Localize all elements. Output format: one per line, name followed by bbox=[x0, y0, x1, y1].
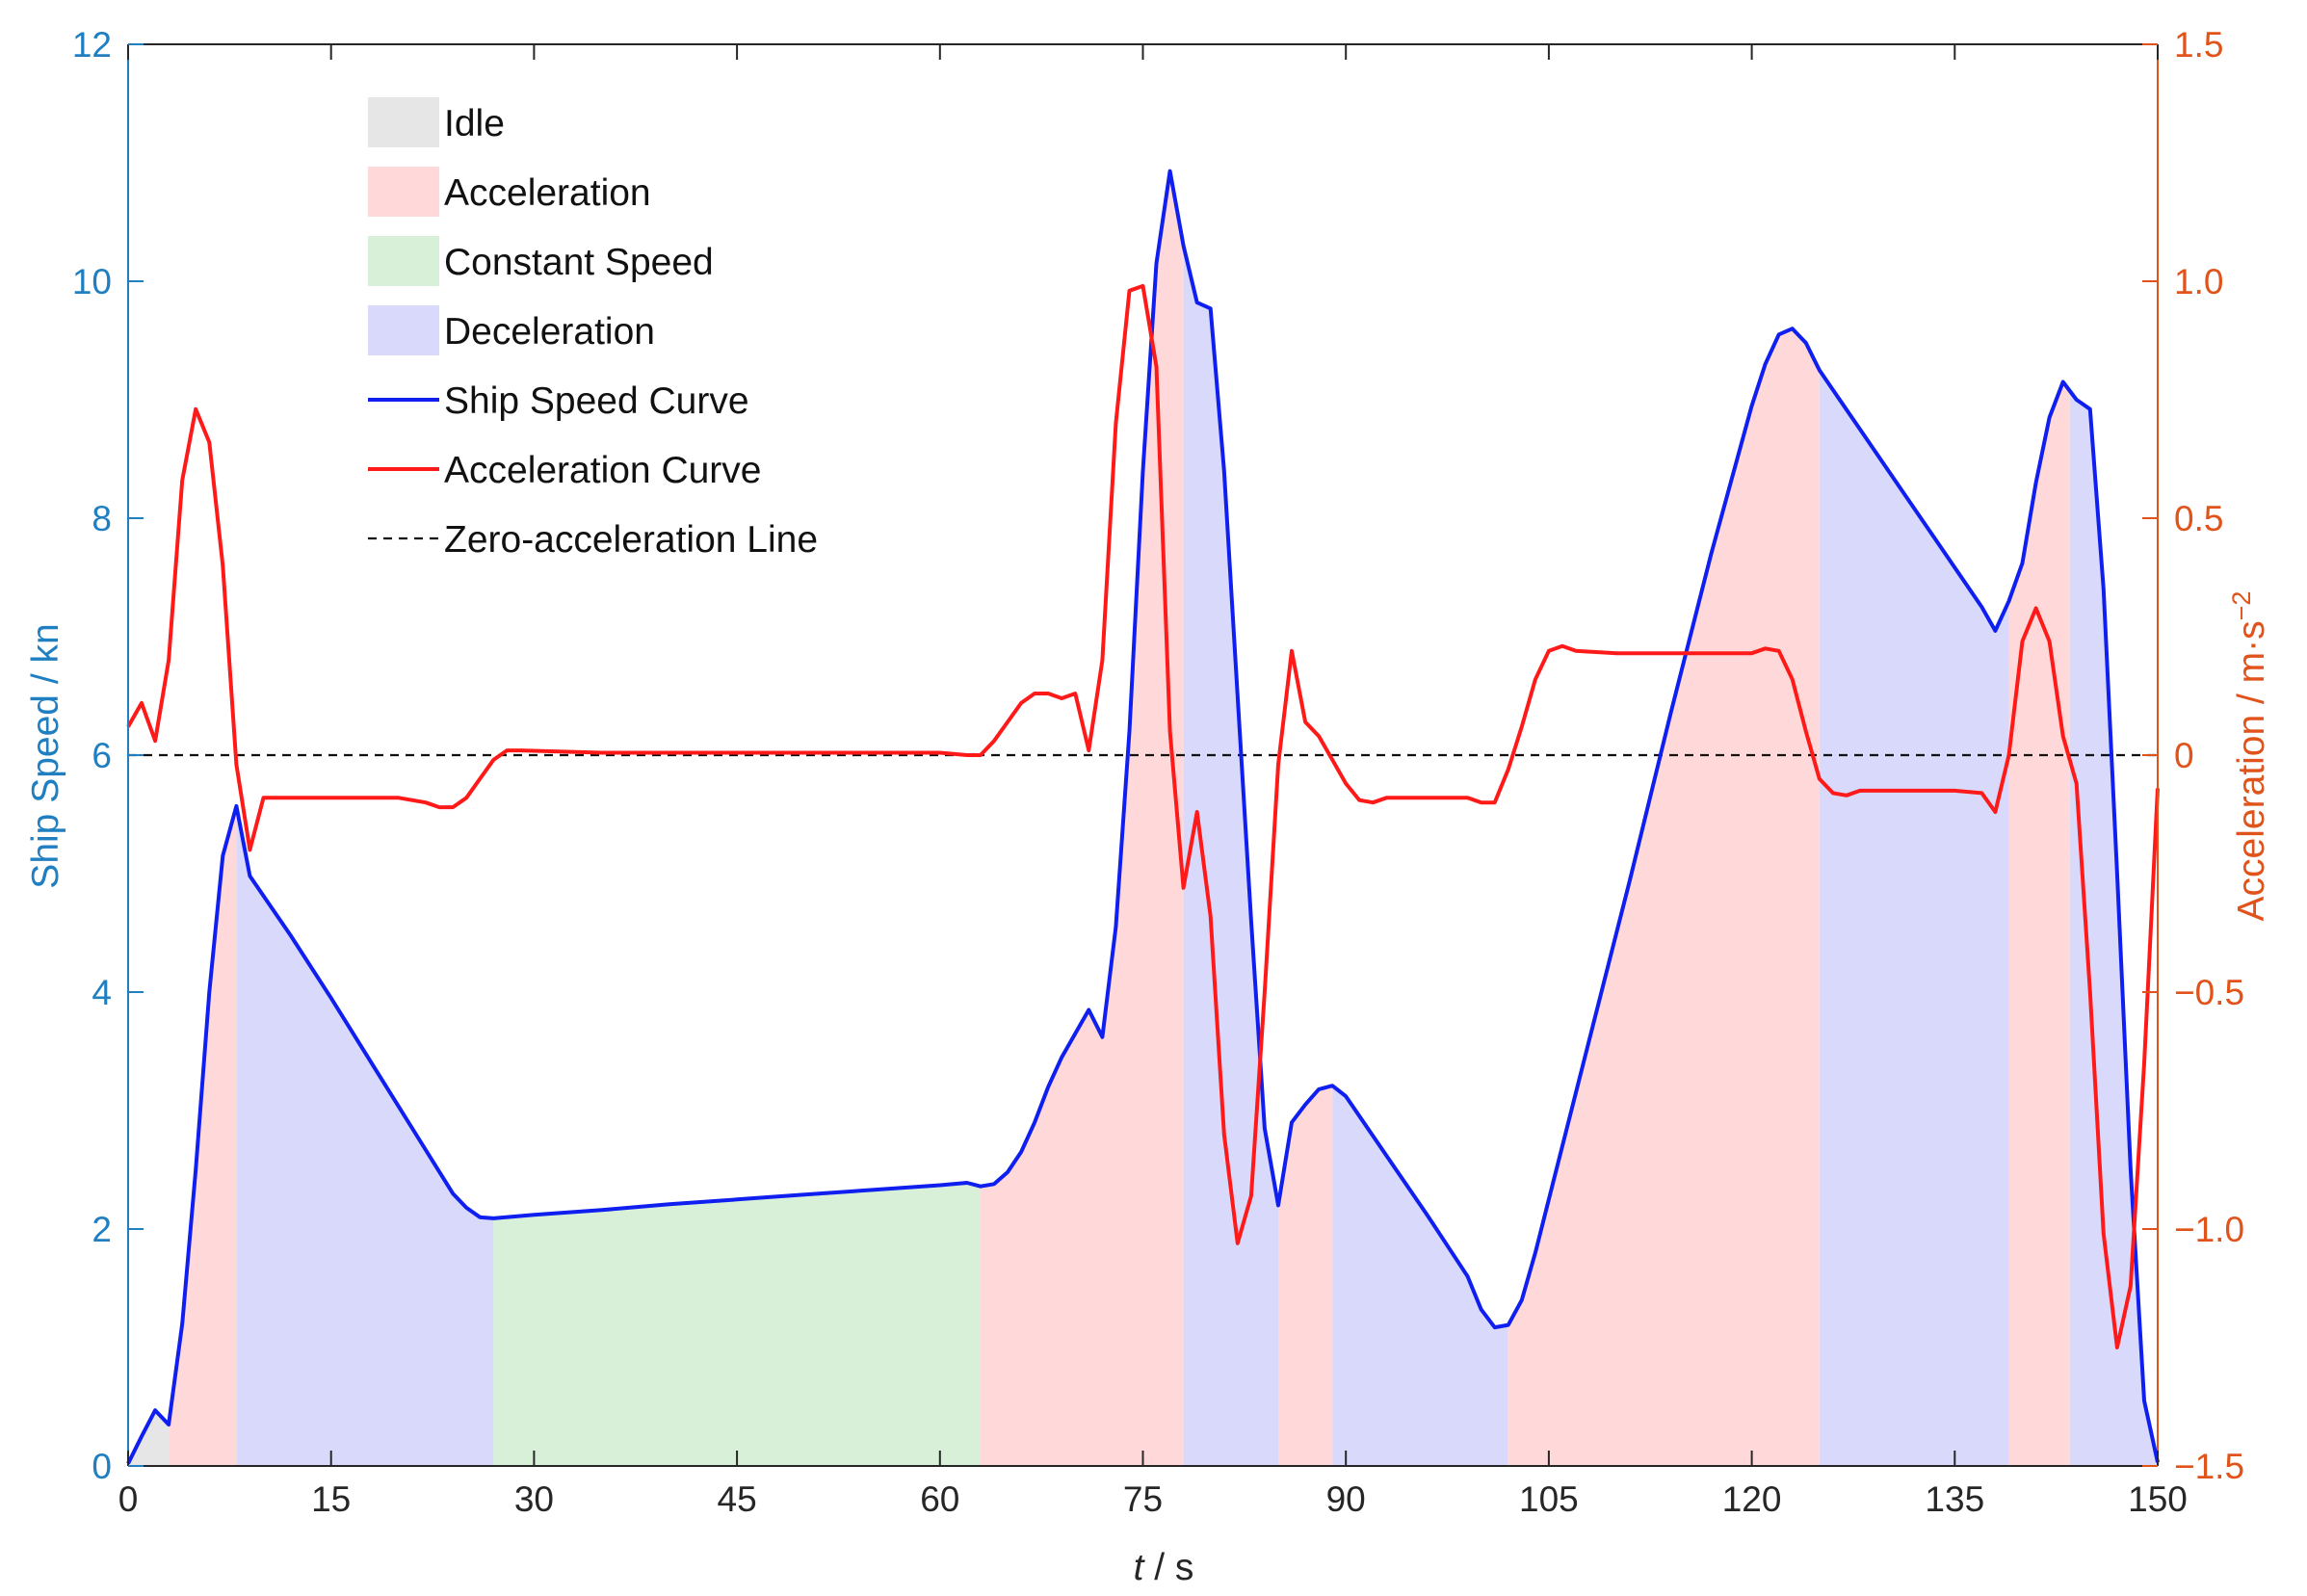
right-tick-label: −1.5 bbox=[2174, 1447, 2244, 1486]
right-tick-label: 0 bbox=[2174, 736, 2194, 775]
x-tick-label: 30 bbox=[514, 1479, 554, 1519]
ship-speed-curve bbox=[126, 169, 2160, 1465]
region-deceleration-11 bbox=[2069, 390, 2158, 1466]
region-deceleration-5 bbox=[1183, 246, 1278, 1467]
legend-label-idle: Idle bbox=[444, 103, 505, 144]
region-acceleration-8 bbox=[1507, 328, 1820, 1467]
legend-swatch-idle bbox=[368, 97, 439, 147]
legend-label-speed: Ship Speed Curve bbox=[444, 380, 749, 422]
region-acceleration-4 bbox=[980, 170, 1184, 1467]
legend-label-acceleration: Acceleration bbox=[444, 172, 651, 214]
legend-item-acceleration: Acceleration bbox=[368, 167, 651, 217]
tick-labels: 0 15 30 45 60 75 90 105 120 135 150 0 2 4 6 8 10 12 −1.5 −1… bbox=[72, 25, 2244, 1519]
legend-item-zero: Zero-acceleration Line bbox=[368, 519, 818, 561]
right-tick-label: −1.0 bbox=[2174, 1210, 2244, 1249]
left-tick-label: 4 bbox=[92, 973, 112, 1012]
x-tick-label: 15 bbox=[311, 1479, 351, 1519]
acceleration-curve bbox=[126, 283, 2160, 1349]
legend: Idle Acceleration Constant Speed Decelerati… bbox=[368, 97, 818, 561]
right-tick-label: 0.5 bbox=[2174, 499, 2223, 538]
legend-item-deceleration: Deceleration bbox=[368, 305, 655, 355]
region-acceleration-10 bbox=[2008, 381, 2070, 1466]
x-tick-label: 120 bbox=[1722, 1479, 1782, 1519]
legend-label-zero: Zero-acceleration Line bbox=[444, 519, 818, 561]
legend-label-accel: Acceleration Curve bbox=[444, 450, 761, 491]
legend-label-constant: Constant Speed bbox=[444, 242, 714, 283]
x-tick-label: 105 bbox=[1519, 1479, 1579, 1519]
x-tick-label: 150 bbox=[2128, 1479, 2188, 1519]
series-lines bbox=[126, 169, 2160, 1465]
x-tick-label: 135 bbox=[1925, 1479, 1984, 1519]
left-tick-label: 6 bbox=[92, 736, 112, 775]
legend-item-speed: Ship Speed Curve bbox=[368, 380, 749, 422]
region-constant-3 bbox=[493, 1183, 981, 1466]
region-acceleration-6 bbox=[1278, 1086, 1333, 1466]
legend-item-accel: Acceleration Curve bbox=[368, 450, 761, 491]
left-tick-label: 8 bbox=[92, 499, 112, 538]
region-idle-0 bbox=[128, 1410, 170, 1466]
left-tick-label: 12 bbox=[72, 25, 112, 65]
state-regions bbox=[128, 170, 2158, 1467]
left-tick-label: 0 bbox=[92, 1447, 112, 1486]
right-tick-label: 1.0 bbox=[2174, 262, 2223, 301]
legend-swatch-acceleration bbox=[368, 167, 439, 217]
legend-swatch-constant bbox=[368, 236, 439, 286]
x-axis-label: t / s bbox=[1134, 1547, 1194, 1588]
legend-swatch-deceleration bbox=[368, 305, 439, 355]
legend-item-constant: Constant Speed bbox=[368, 236, 714, 286]
region-deceleration-7 bbox=[1332, 1086, 1508, 1466]
right-tick-label: −0.5 bbox=[2174, 973, 2244, 1012]
right-tick-label: 1.5 bbox=[2174, 25, 2223, 65]
legend-item-idle: Idle bbox=[368, 97, 505, 147]
region-acceleration-1 bbox=[169, 805, 237, 1466]
legend-label-deceleration: Deceleration bbox=[444, 311, 655, 353]
axes bbox=[127, 43, 2159, 1467]
right-axis-label: Acceleration / m·s−2 bbox=[2227, 591, 2272, 922]
x-tick-label: 60 bbox=[920, 1479, 959, 1519]
left-axis-label: Ship Speed / kn bbox=[25, 623, 66, 888]
region-deceleration-2 bbox=[236, 805, 494, 1466]
x-tick-label: 75 bbox=[1123, 1479, 1163, 1519]
x-tick-label: 90 bbox=[1326, 1479, 1366, 1519]
region-deceleration-9 bbox=[1819, 370, 2009, 1466]
left-tick-label: 10 bbox=[72, 262, 112, 301]
x-tick-label: 0 bbox=[118, 1479, 139, 1519]
left-tick-label: 2 bbox=[92, 1210, 112, 1249]
x-tick-label: 45 bbox=[718, 1479, 757, 1519]
